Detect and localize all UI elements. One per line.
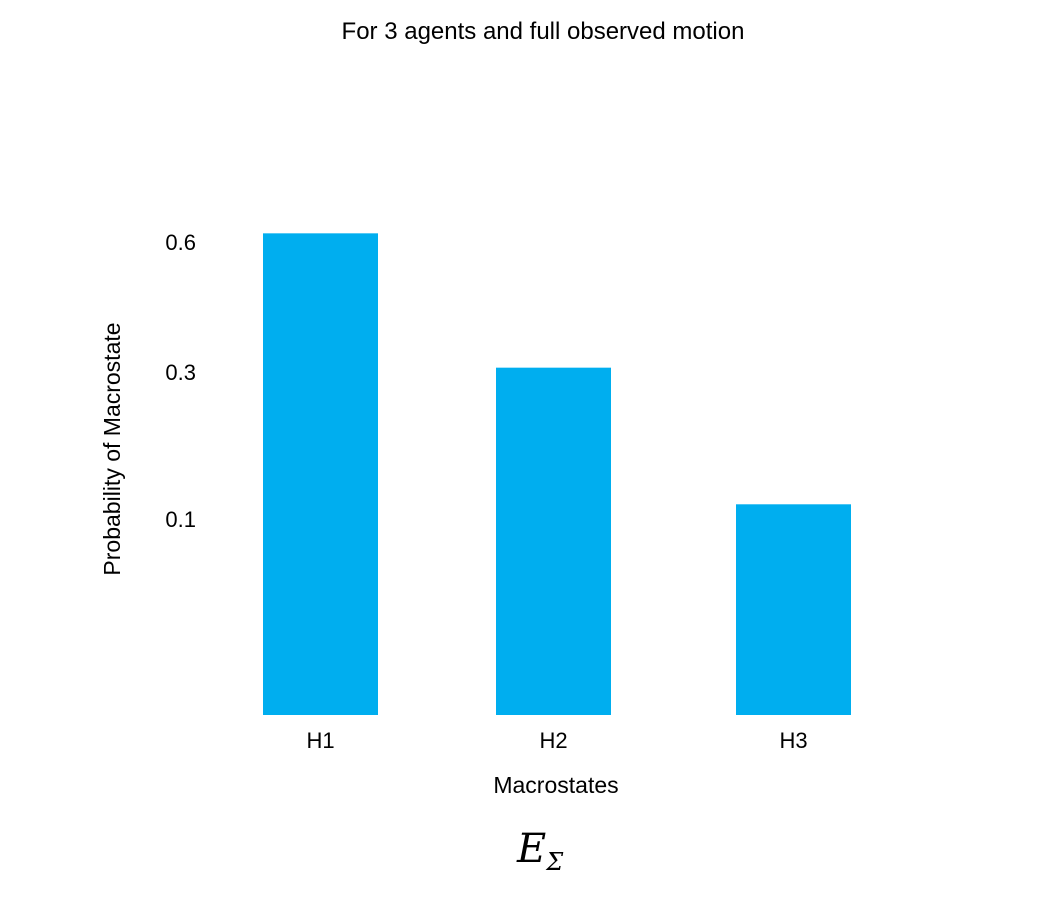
y-tick-label: 0.3: [165, 360, 196, 385]
bar-h1: [263, 233, 378, 716]
bar-h2: [496, 367, 611, 715]
y-tick-labels: 0.1 0.3 0.6: [165, 230, 196, 532]
e-sigma-annotation: EΣ: [516, 826, 564, 876]
x-tick-label: H1: [306, 728, 334, 753]
x-tick-label: H3: [779, 728, 807, 753]
bars: [263, 233, 851, 716]
y-axis-label: Probability of Macrostate: [99, 322, 125, 575]
annotation-subscript: Σ: [545, 848, 564, 876]
svg-text:EΣ: EΣ: [516, 826, 564, 876]
x-tick-labels: H1 H2 H3: [306, 728, 807, 753]
annotation-main: E: [516, 826, 546, 872]
chart-title: For 3 agents and full observed motion: [342, 18, 745, 45]
y-tick-label: 0.1: [165, 507, 196, 532]
x-tick-label: H2: [539, 728, 567, 753]
bar-h3: [736, 504, 851, 715]
x-axis-label: Macrostates: [493, 772, 618, 798]
y-tick-label: 0.6: [165, 230, 196, 255]
